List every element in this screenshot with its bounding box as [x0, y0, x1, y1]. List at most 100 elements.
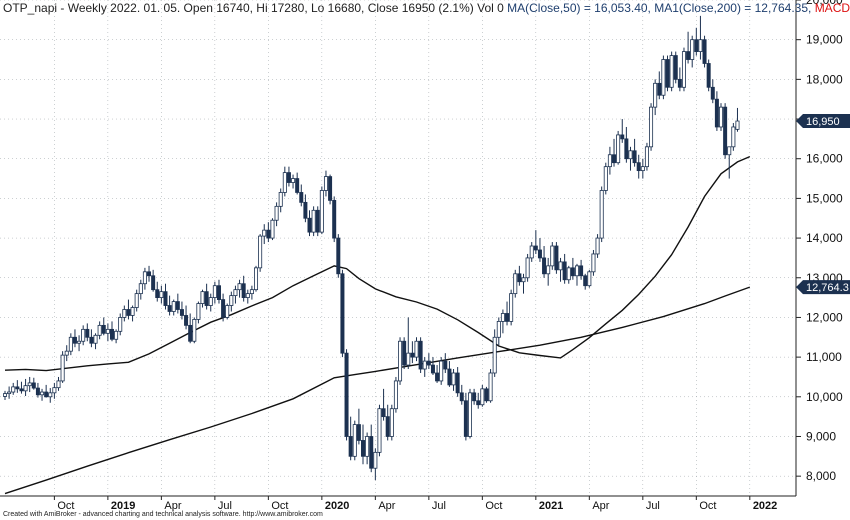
- candle-body: [669, 55, 674, 88]
- candle-body: [48, 392, 53, 398]
- candle-body: [188, 324, 193, 342]
- candle: [138, 279, 143, 300]
- candle-body: [422, 360, 427, 370]
- candle-body: [579, 265, 584, 277]
- candle-body: [702, 39, 707, 64]
- candle-body: [612, 154, 617, 164]
- candle: [319, 186, 324, 235]
- candle: [15, 380, 20, 393]
- candle: [27, 376, 32, 393]
- x-tick-label: Apr: [164, 500, 181, 512]
- candle: [398, 337, 403, 385]
- candle: [723, 103, 728, 159]
- candle: [303, 194, 308, 223]
- candle-body: [291, 178, 296, 183]
- candle-body: [657, 82, 662, 96]
- candle: [249, 285, 254, 300]
- x-tick-label: 2020: [325, 500, 349, 512]
- candle: [669, 51, 674, 92]
- candle: [558, 257, 563, 282]
- candle: [56, 376, 61, 391]
- candle-body: [521, 277, 526, 283]
- y-tick-label: 16,000: [806, 152, 843, 166]
- candle: [221, 293, 226, 322]
- candle-body: [694, 39, 699, 52]
- candle-body: [505, 313, 510, 322]
- candle-body: [723, 106, 728, 156]
- candle-body: [167, 305, 172, 312]
- candle: [537, 238, 542, 262]
- candle: [649, 103, 654, 151]
- y-tick-label: 11,000: [806, 350, 842, 364]
- candle: [19, 381, 24, 394]
- candle-body: [463, 400, 468, 437]
- candle-body: [216, 285, 221, 300]
- candle-body: [587, 271, 592, 287]
- candle: [661, 55, 666, 100]
- candle-body: [159, 291, 164, 299]
- candle-body: [607, 154, 612, 168]
- candle-body: [492, 336, 497, 374]
- candle-body: [192, 319, 197, 342]
- candle: [315, 206, 320, 237]
- candle: [435, 365, 440, 383]
- candle-body: [554, 245, 559, 271]
- candle: [554, 242, 559, 274]
- candle: [472, 388, 477, 405]
- x-tick-label: Jul: [218, 500, 232, 512]
- candle-body: [406, 352, 411, 366]
- candle-body: [266, 229, 271, 239]
- candle-body: [365, 436, 370, 457]
- candle-body: [323, 176, 328, 191]
- ma200-label: MA1(Close,200) = 12,764.35,: [654, 1, 812, 15]
- candle-body: [270, 219, 275, 239]
- candle: [632, 138, 637, 167]
- candle: [640, 158, 645, 179]
- candle-body: [19, 388, 24, 392]
- candle: [241, 275, 246, 302]
- candle: [509, 289, 514, 326]
- candle-body: [274, 205, 279, 221]
- candle: [698, 15, 703, 60]
- candle-body: [138, 283, 143, 295]
- candle: [81, 325, 86, 346]
- candle: [603, 162, 608, 195]
- candle-body: [319, 190, 324, 233]
- candle-body: [171, 301, 176, 312]
- candle-body: [23, 385, 28, 392]
- candle: [451, 369, 456, 391]
- candle-body: [636, 162, 641, 172]
- candle: [200, 289, 205, 308]
- candle: [208, 293, 213, 312]
- candle: [344, 349, 349, 441]
- candle: [348, 416, 353, 461]
- candle: [402, 337, 407, 370]
- candle-body: [278, 192, 283, 207]
- candle: [381, 388, 386, 421]
- candle-body: [114, 330, 119, 340]
- candle-body: [56, 380, 61, 389]
- candle-body: [661, 59, 666, 96]
- candle-body: [414, 340, 419, 358]
- candle-body: [624, 138, 629, 160]
- candle-body: [286, 172, 291, 183]
- candle: [706, 59, 711, 92]
- candle: [266, 222, 271, 243]
- candle-body: [393, 380, 398, 410]
- candle: [418, 337, 423, 373]
- candle-body: [142, 271, 147, 285]
- candle-body: [179, 309, 184, 316]
- ma50-path: [4, 155, 751, 372]
- candle: [365, 432, 370, 465]
- candle: [130, 305, 135, 322]
- candle-body: [241, 283, 246, 299]
- candle: [727, 146, 732, 179]
- candle: [225, 303, 230, 320]
- candle: [60, 351, 65, 383]
- candle: [459, 384, 464, 405]
- candle: [114, 329, 119, 344]
- candle: [64, 345, 69, 362]
- candle: [492, 329, 497, 377]
- candle: [480, 384, 485, 407]
- y-tick-label: 14,000: [806, 231, 843, 245]
